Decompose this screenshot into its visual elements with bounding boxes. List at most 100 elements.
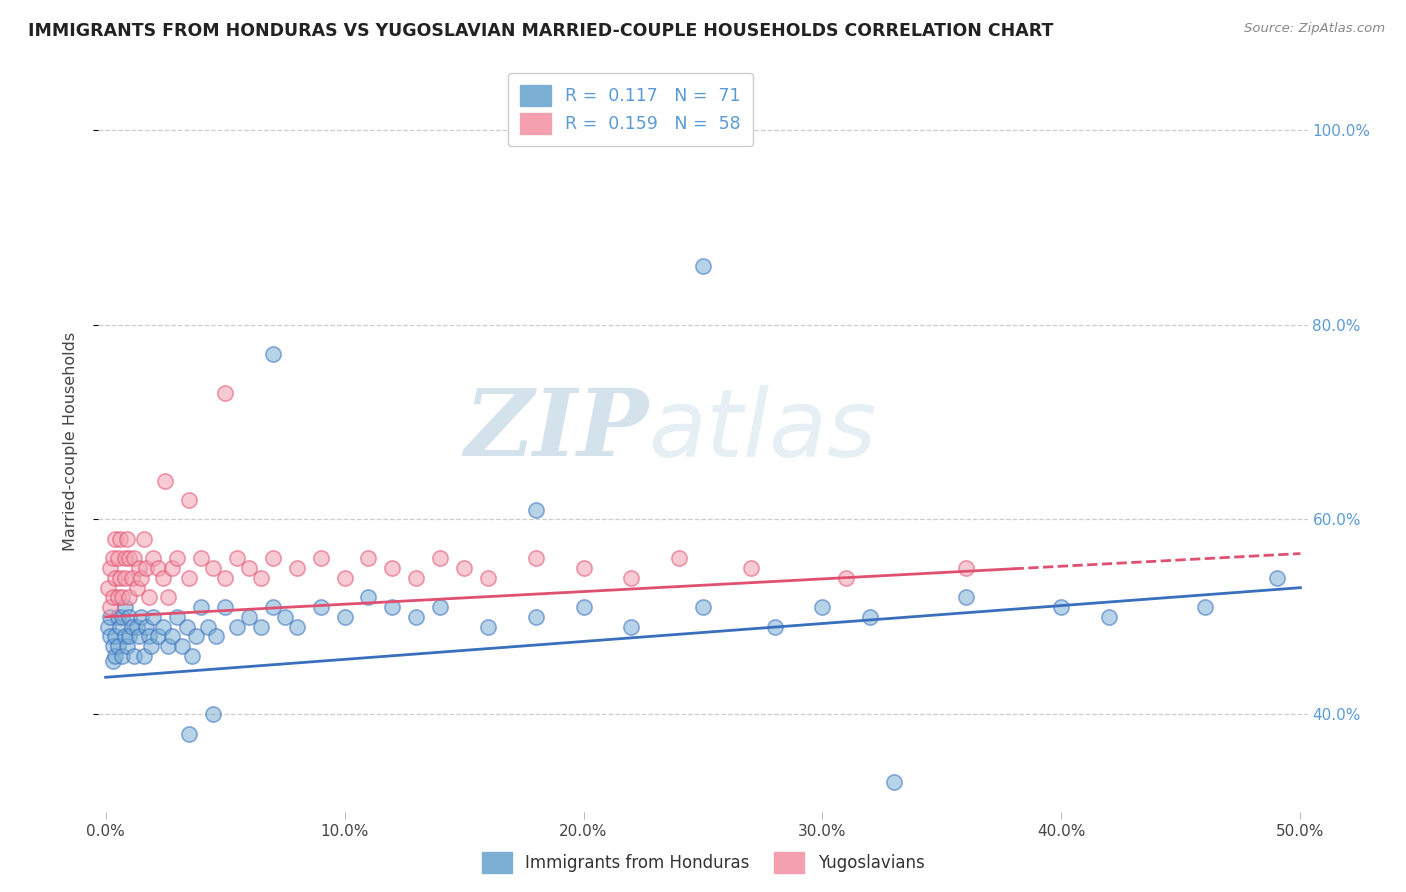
Point xyxy=(262,551,284,566)
Point xyxy=(104,648,127,663)
Point xyxy=(138,629,160,643)
Point xyxy=(122,551,145,566)
Point xyxy=(166,551,188,566)
Point xyxy=(98,561,121,575)
Point xyxy=(190,600,212,615)
Point xyxy=(146,561,169,575)
Point xyxy=(620,571,643,585)
Point xyxy=(357,591,380,605)
Point xyxy=(115,639,138,653)
Point xyxy=(179,493,201,508)
Point xyxy=(811,600,834,615)
Point xyxy=(101,654,124,668)
Point xyxy=(131,610,153,624)
Point xyxy=(668,551,690,566)
Point xyxy=(162,629,184,643)
Point xyxy=(135,561,157,575)
Point xyxy=(104,571,127,585)
Point xyxy=(146,629,169,643)
Point xyxy=(118,629,141,643)
Point xyxy=(125,581,148,595)
Point xyxy=(104,532,127,546)
Point xyxy=(122,648,145,663)
Point xyxy=(262,600,284,615)
Text: IMMIGRANTS FROM HONDURAS VS YUGOSLAVIAN MARRIED-COUPLE HOUSEHOLDS CORRELATION CH: IMMIGRANTS FROM HONDURAS VS YUGOSLAVIAN … xyxy=(28,22,1053,40)
Point xyxy=(97,619,120,633)
Point xyxy=(692,259,714,273)
Point xyxy=(763,619,786,633)
Point xyxy=(381,561,404,575)
Point xyxy=(453,561,475,575)
Point xyxy=(98,610,121,624)
Point xyxy=(238,610,260,624)
Point xyxy=(111,610,134,624)
Point xyxy=(114,571,136,585)
Point xyxy=(405,571,427,585)
Point xyxy=(142,610,165,624)
Point xyxy=(101,639,124,653)
Point xyxy=(262,347,284,361)
Point xyxy=(333,571,356,585)
Point xyxy=(524,610,547,624)
Point xyxy=(859,610,882,624)
Text: Source: ZipAtlas.com: Source: ZipAtlas.com xyxy=(1244,22,1385,36)
Point xyxy=(166,610,188,624)
Point xyxy=(128,561,150,575)
Point xyxy=(226,619,249,633)
Point xyxy=(111,648,134,663)
Point xyxy=(97,581,120,595)
Point xyxy=(132,648,155,663)
Point xyxy=(152,619,174,633)
Point xyxy=(107,551,129,566)
Point xyxy=(101,551,124,566)
Point xyxy=(1050,600,1073,615)
Point xyxy=(1098,610,1121,624)
Point xyxy=(104,629,127,643)
Point xyxy=(333,610,356,624)
Point xyxy=(477,571,499,585)
Point xyxy=(152,571,174,585)
Legend: Immigrants from Honduras, Yugoslavians: Immigrants from Honduras, Yugoslavians xyxy=(475,846,931,880)
Point xyxy=(98,600,121,615)
Point xyxy=(131,571,153,585)
Legend: R =  0.117   N =  71, R =  0.159   N =  58: R = 0.117 N = 71, R = 0.159 N = 58 xyxy=(508,72,754,146)
Point xyxy=(114,629,136,643)
Point xyxy=(572,561,595,575)
Point xyxy=(139,639,162,653)
Point xyxy=(204,629,226,643)
Point xyxy=(955,591,977,605)
Point xyxy=(285,619,308,633)
Point xyxy=(115,532,138,546)
Point xyxy=(156,639,179,653)
Point xyxy=(429,600,451,615)
Point xyxy=(620,619,643,633)
Point xyxy=(226,551,249,566)
Point xyxy=(197,619,219,633)
Point xyxy=(524,551,547,566)
Point xyxy=(955,561,977,575)
Point xyxy=(1265,571,1288,585)
Point xyxy=(477,619,499,633)
Point xyxy=(180,648,202,663)
Point xyxy=(357,551,380,566)
Point xyxy=(309,600,332,615)
Point xyxy=(132,532,155,546)
Point xyxy=(572,600,595,615)
Point xyxy=(111,591,134,605)
Point xyxy=(156,591,179,605)
Y-axis label: Married-couple Households: Married-couple Households xyxy=(63,332,77,551)
Text: atlas: atlas xyxy=(648,385,877,476)
Point xyxy=(524,502,547,516)
Point xyxy=(214,385,236,400)
Point xyxy=(176,619,198,633)
Point xyxy=(118,591,141,605)
Point xyxy=(108,619,131,633)
Point xyxy=(118,610,141,624)
Point xyxy=(202,707,225,722)
Point xyxy=(381,600,404,615)
Point xyxy=(98,629,121,643)
Point xyxy=(108,532,131,546)
Point xyxy=(835,571,858,585)
Point xyxy=(250,571,273,585)
Point xyxy=(118,551,141,566)
